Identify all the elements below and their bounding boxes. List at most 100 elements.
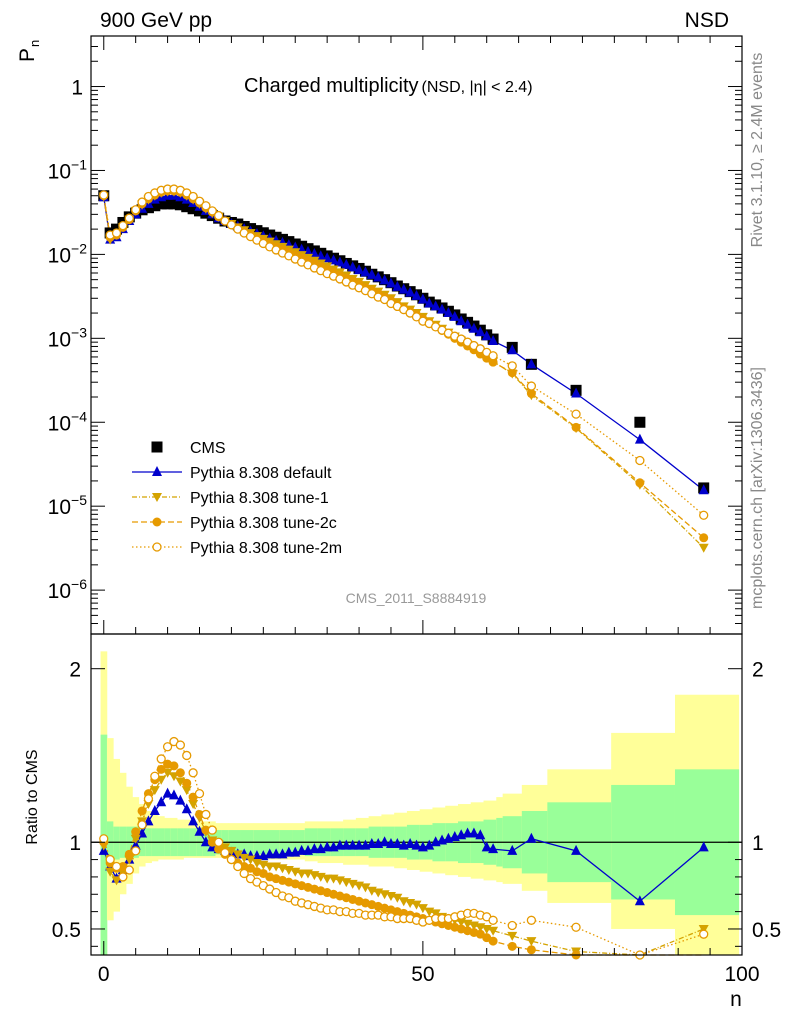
y-tick-label: 10−1 (48, 156, 88, 183)
ratio-point (175, 740, 186, 750)
ratio-point (488, 843, 499, 854)
ratio-point (162, 742, 173, 752)
data-point (398, 283, 409, 294)
ratio-point (150, 771, 160, 781)
ratio-point (571, 844, 582, 855)
ratio-point (264, 848, 275, 859)
legend-marker (151, 441, 163, 453)
axis-ticks (91, 35, 743, 955)
data-point (162, 198, 174, 210)
data-point (698, 484, 709, 495)
data-point (526, 381, 537, 391)
legend-marker (152, 542, 162, 552)
ratio-point (296, 869, 307, 879)
ratio-point (137, 820, 147, 830)
ratio-point (111, 861, 122, 872)
data-point (187, 203, 199, 215)
ratio-point (526, 915, 537, 925)
ratio-point (99, 834, 109, 844)
data-point (341, 258, 352, 269)
ratio-point (385, 837, 396, 848)
series-line (103, 190, 705, 539)
ratio-y-tick-label: 0.5 (52, 919, 81, 942)
legend-label: Pythia 8.308 tune-2c (190, 515, 337, 532)
data-point (488, 334, 499, 345)
ratio-point (379, 836, 390, 847)
data-point (699, 510, 709, 520)
data-point (131, 205, 141, 215)
data-point (507, 368, 517, 378)
ratio-point (156, 764, 166, 774)
y-tick-label: 10−3 (48, 324, 88, 351)
ratio-point (507, 931, 518, 941)
ratio-point (571, 922, 581, 932)
ratio-point (475, 829, 486, 840)
ratio-point (124, 865, 134, 875)
y-tick-exponent: −4 (71, 408, 87, 424)
ratio-markers (98, 736, 709, 960)
header-right: NSD (685, 9, 729, 32)
band-inner-bin (113, 826, 121, 860)
ratio-point (526, 945, 536, 955)
legend-marker (152, 517, 162, 527)
ratio-point (149, 786, 160, 796)
ratio-point (194, 825, 205, 836)
ratio-point (181, 786, 192, 796)
data-point (360, 266, 371, 277)
ratio-point (149, 804, 160, 815)
ratio-point (201, 825, 211, 835)
data-point (379, 274, 390, 285)
ratio-point (417, 904, 428, 914)
ratio-point (360, 883, 371, 893)
y-tick-base: 10 (48, 160, 71, 183)
ratio-point (181, 803, 192, 814)
data-point (488, 351, 498, 361)
legend-label: CMS (190, 440, 226, 457)
y-axis-label-main: P (16, 48, 39, 62)
data-markers (98, 184, 710, 553)
data-point (99, 190, 109, 200)
data-point (634, 433, 645, 444)
ratio-point (334, 839, 345, 850)
ratio-point (105, 854, 115, 865)
mcplots-credit: mcplots.cern.ch [arXiv:1306.3436] (749, 367, 766, 609)
ratio-point (354, 839, 365, 850)
y-tick-exponent: −3 (71, 324, 87, 340)
ratio-point (207, 825, 217, 835)
y-tick-exponent: −2 (71, 240, 87, 256)
y-tick-base: 10 (48, 244, 71, 267)
ratio-point (232, 850, 243, 860)
ratio-point (118, 872, 128, 882)
ratio-point (462, 827, 473, 838)
ratio-point (131, 846, 141, 856)
y-tick-label: 1 (71, 77, 83, 100)
ratio-point (507, 920, 517, 931)
ratio-point (156, 796, 167, 807)
ratio-point (245, 855, 256, 865)
data-point (635, 478, 645, 488)
data-point (118, 221, 128, 231)
y-tick-exponent: −5 (71, 492, 87, 508)
ratio-point (207, 837, 217, 847)
header-left: 900 GeV pp (100, 9, 212, 32)
legend-label: Pythia 8.308 default (190, 465, 332, 482)
rivet-version: Rivet 3.1.10, ≥ 2.4M events (749, 53, 766, 248)
ratio-point (699, 929, 709, 939)
ratio-y-tick-label-right: 2 (752, 659, 764, 682)
ratio-point (156, 754, 166, 764)
analysis-id: CMS_2011_S8884919 (346, 590, 487, 606)
ratio-point (220, 847, 230, 858)
legend: CMS Pythia 8.308 default Pythia 8.308 tune… (132, 440, 342, 557)
ratio-point (392, 837, 403, 848)
data-point (488, 357, 498, 367)
ratio-point (143, 794, 154, 804)
ratio-point (182, 750, 192, 761)
ratio-y-tick-label: 2 (69, 659, 81, 682)
ratio-point (226, 854, 237, 865)
ratio-point (488, 915, 498, 925)
y-tick-base: 10 (48, 328, 71, 351)
y-tick-label: 10−4 (48, 408, 88, 435)
data-point (385, 277, 396, 288)
